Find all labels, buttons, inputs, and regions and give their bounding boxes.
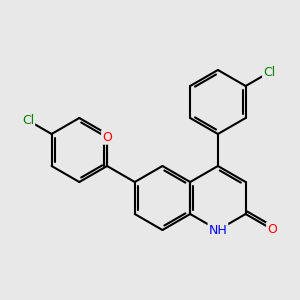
Text: Cl: Cl: [263, 66, 275, 79]
Text: Cl: Cl: [22, 114, 34, 127]
Text: O: O: [267, 223, 277, 236]
Text: O: O: [102, 131, 112, 144]
Text: NH: NH: [208, 224, 227, 236]
